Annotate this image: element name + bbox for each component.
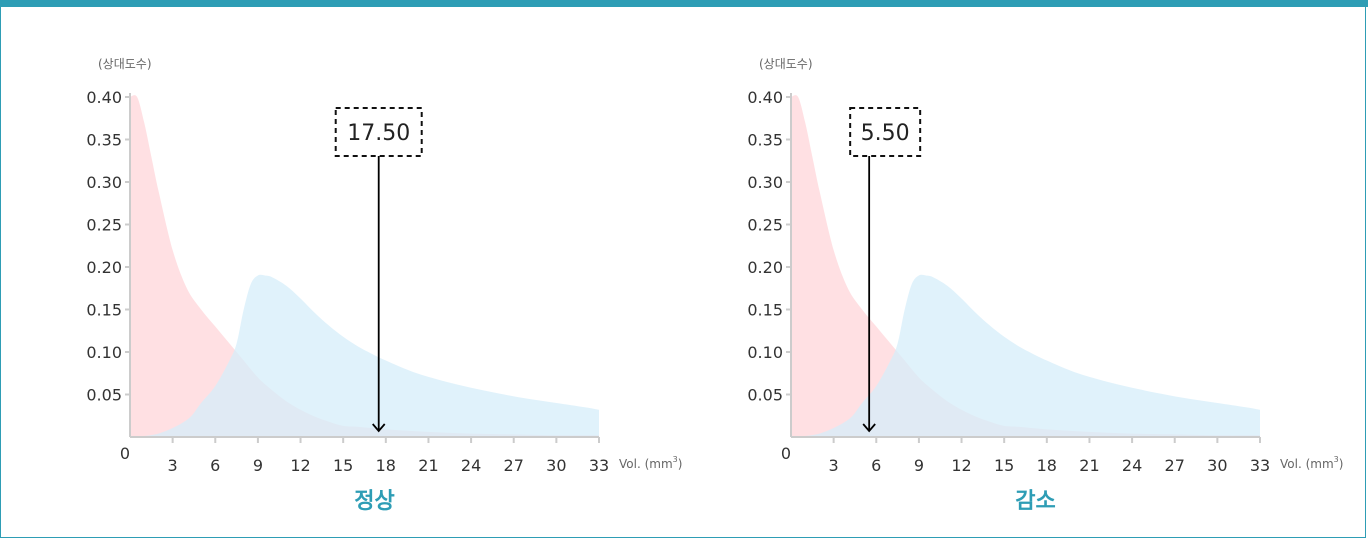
x-tick-label: 15 [994,456,1014,475]
top-accent-bar [0,0,1368,7]
x-tick-label: 30 [546,456,566,475]
y-tick-label: 0.05 [86,386,122,405]
x-tick-label: 33 [1250,456,1270,475]
y-tick-label: 0.15 [86,301,122,320]
x-axis-label: Vol. (mm3) [1280,455,1343,471]
chart-panel-decreased: 0.40 0.35 0.30 0.25 0.20 0.15 0.10 0.05 3 6 9 12 15 1… [747,57,1343,514]
x-tick-label: 15 [333,456,353,475]
x-tick-label: 24 [1122,456,1142,475]
series-area-blue [791,274,1260,437]
x-tick-label: 3 [168,456,178,475]
y-tick-label: 0.05 [747,386,783,405]
panel-label: 감소 [1015,489,1055,514]
y-tick-label: 0.25 [747,216,783,235]
chart-panel-normal: 0.40 0.35 0.30 0.25 0.20 0.15 0.10 0.05 3 6 9 12 15 1… [86,57,682,514]
series-area-pink [130,95,599,437]
x-tick-label: 6 [210,456,220,475]
x-tick-label: 12 [290,456,310,475]
y-tick-label: 0.30 [747,173,783,192]
x-tick-label: 12 [951,456,971,475]
y-tick-label: 0.10 [86,343,122,362]
y-tick-label: 0.30 [86,173,122,192]
y-tick-label: 0.35 [86,131,122,150]
x-tick-label: 18 [376,456,396,475]
x-axis-label: Vol. (mm3) [619,455,682,471]
marker-value-box [334,107,423,157]
y-tick-label: 0.20 [747,258,783,277]
y-tick-label: 0.40 [86,88,122,107]
x-tick-label: 27 [504,456,524,475]
y-tick-label: 0.10 [747,343,783,362]
series-area-pink [791,95,1260,437]
origin-label: 0 [120,444,130,463]
x-tick-label: 18 [1037,456,1057,475]
x-tick-label: 9 [253,456,263,475]
x-tick-label: 3 [829,456,839,475]
y-tick-label: 0.35 [747,131,783,150]
origin-label: 0 [781,444,791,463]
x-tick-label: 21 [1079,456,1099,475]
series-area-blue [130,274,599,437]
y-tick-label: 0.20 [86,258,122,277]
marker-value-label: 17.50 [347,121,410,146]
y-tick-label: 0.40 [747,88,783,107]
x-tick-label: 33 [589,456,609,475]
y-tick-label: 0.25 [86,216,122,235]
marker-value-label: 5.50 [861,121,910,146]
x-tick-label: 24 [461,456,481,475]
x-tick-label: 21 [418,456,438,475]
x-tick-label: 6 [871,456,881,475]
x-tick-label: 9 [914,456,924,475]
x-tick-label: 30 [1207,456,1227,475]
panel-label: 정상 [354,489,394,514]
y-tick-label: 0.15 [747,301,783,320]
marker-value-box [849,107,922,157]
y-axis-label: (상대도수) [98,57,152,71]
x-tick-label: 27 [1165,456,1185,475]
y-axis-label: (상대도수) [759,57,813,71]
